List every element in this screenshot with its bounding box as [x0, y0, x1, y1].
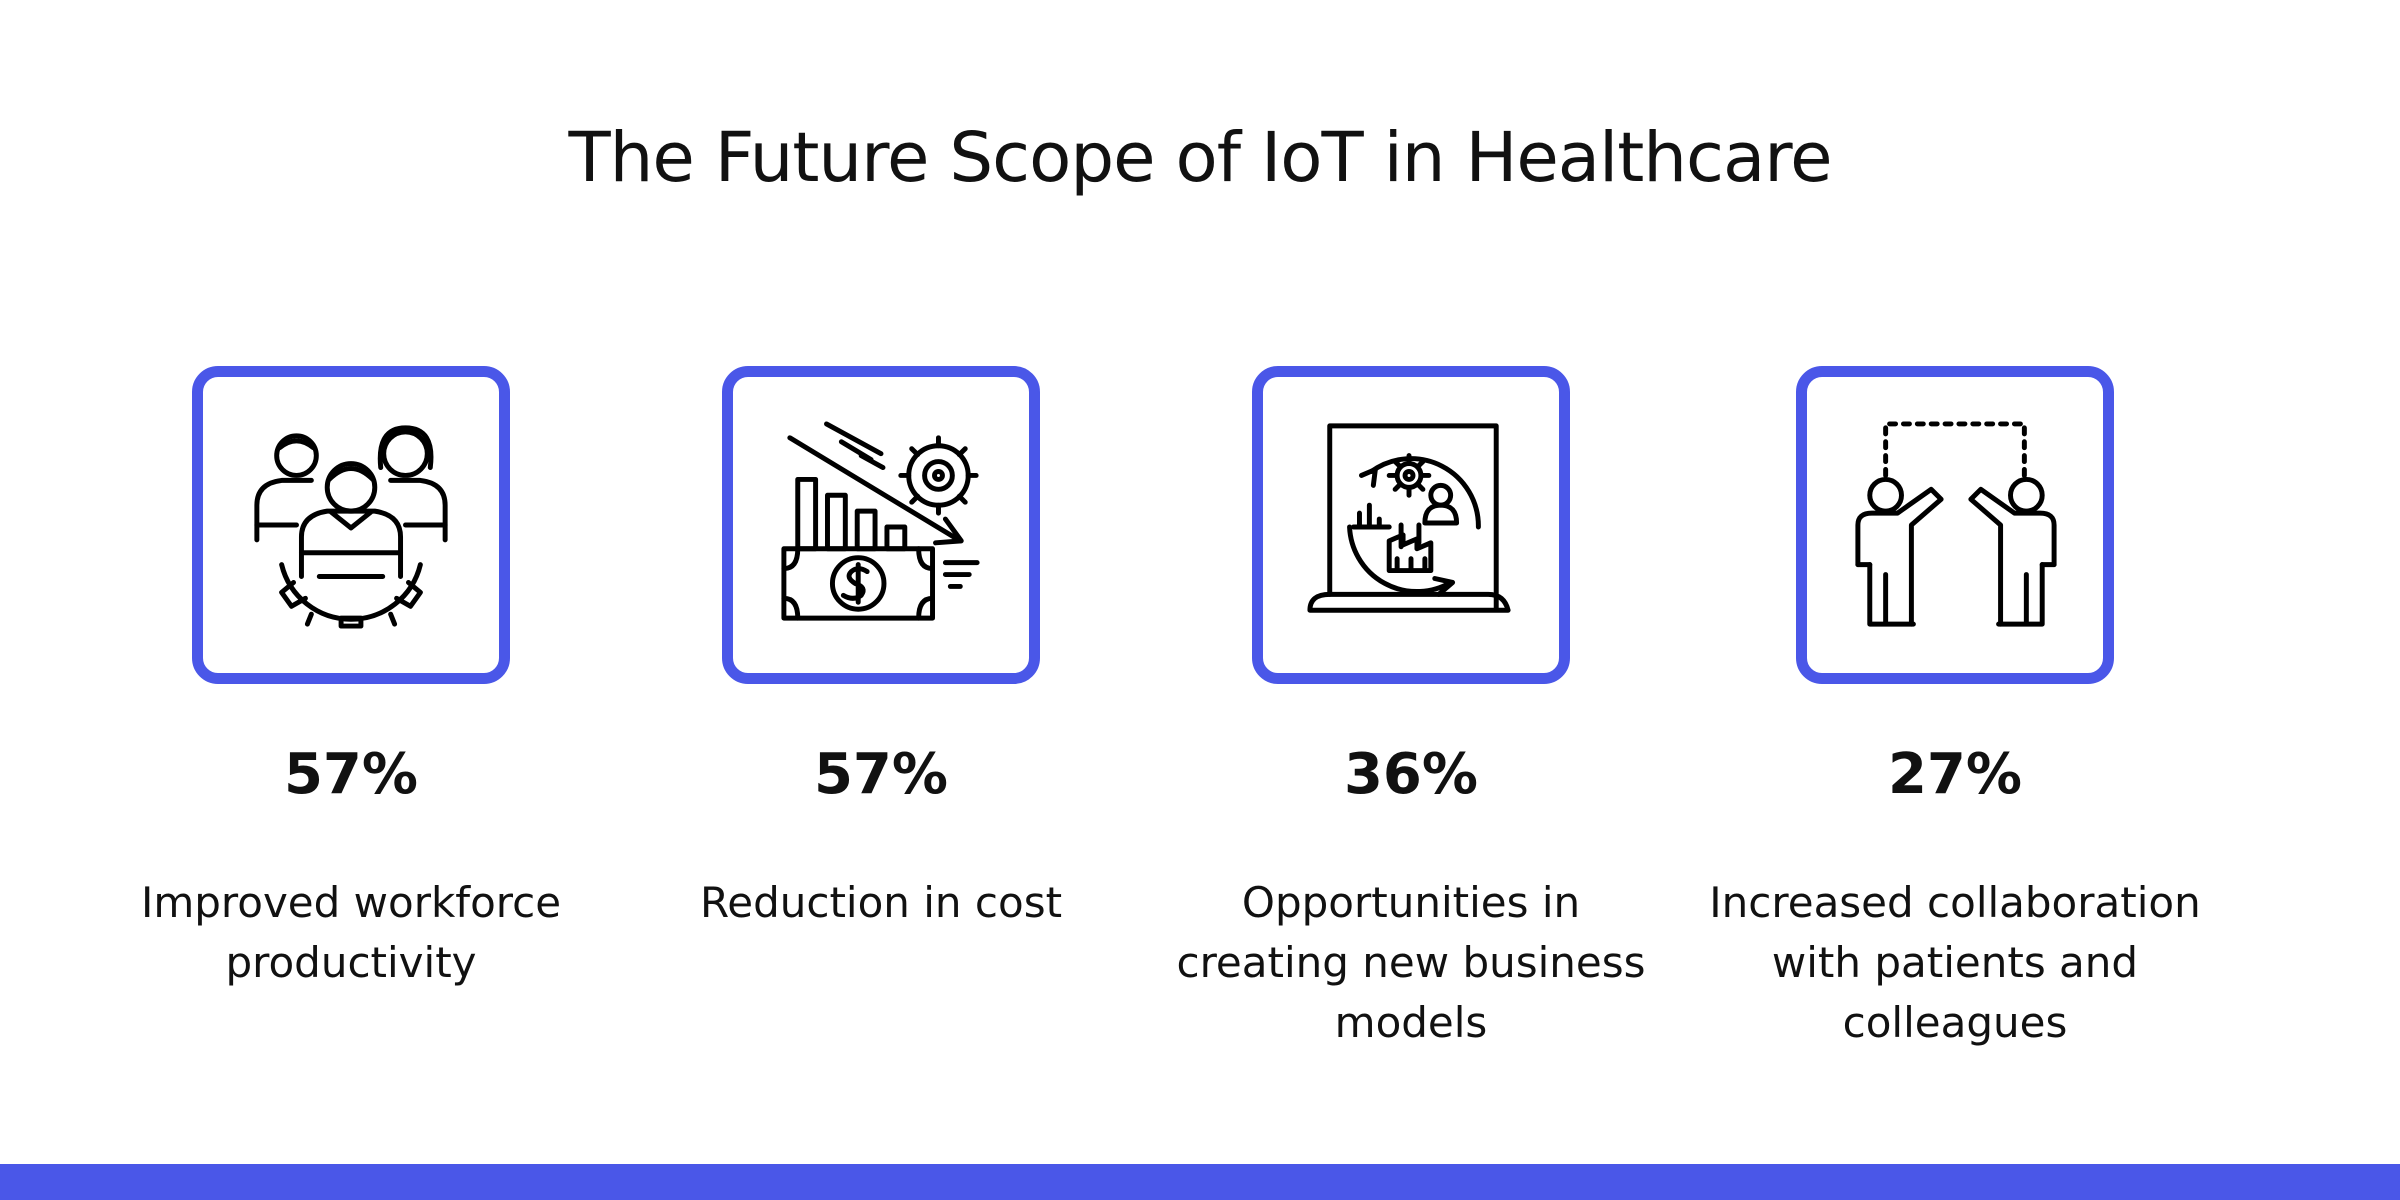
description-line: creating new business: [1176, 938, 1646, 987]
icon-frame: [192, 366, 510, 684]
description-line: productivity: [225, 938, 477, 987]
team-gear-icon: [254, 425, 448, 629]
page-title: The Future Scope of IoT in Healthcare: [568, 118, 1832, 198]
stat-value: 57%: [283, 742, 419, 807]
footer-accent-bar: [0, 1164, 2400, 1200]
collaboration-high-five-icon: [1855, 421, 2057, 627]
description-line: with patients and: [1771, 938, 2139, 987]
stat-card-cost: 57% Reduction in cost: [601, 0, 1161, 1100]
description-line: models: [1334, 998, 1488, 1047]
description-line: Reduction in cost: [699, 878, 1063, 927]
stat-value: 57%: [813, 742, 949, 807]
business-model-icon: [1307, 423, 1511, 613]
description-line: Increased collaboration: [1709, 878, 2201, 927]
cost-reduction-icon: [781, 421, 980, 621]
stat-description: Opportunities in creating new business m…: [1131, 873, 1691, 1053]
stat-description: Reduction in cost: [601, 873, 1161, 933]
stat-value: 36%: [1343, 742, 1479, 807]
stat-card-collaboration: 27% Increased collaboration with patient…: [1675, 0, 2235, 1100]
description-line: Improved workforce: [140, 878, 562, 927]
description-line: colleagues: [1842, 998, 2068, 1047]
icon-frame: [1252, 366, 1570, 684]
stat-value: 27%: [1887, 742, 2023, 807]
stat-card-workforce: 57% Improved workforce productivity: [71, 0, 631, 1100]
stat-card-business: 36% Opportunities in creating new busine…: [1131, 0, 1691, 1100]
stat-description: Increased collaboration with patients an…: [1675, 873, 2235, 1053]
icon-frame: [722, 366, 1040, 684]
description-line: Opportunities in: [1241, 878, 1581, 927]
stat-description: Improved workforce productivity: [71, 873, 631, 993]
icon-frame: [1796, 366, 2114, 684]
